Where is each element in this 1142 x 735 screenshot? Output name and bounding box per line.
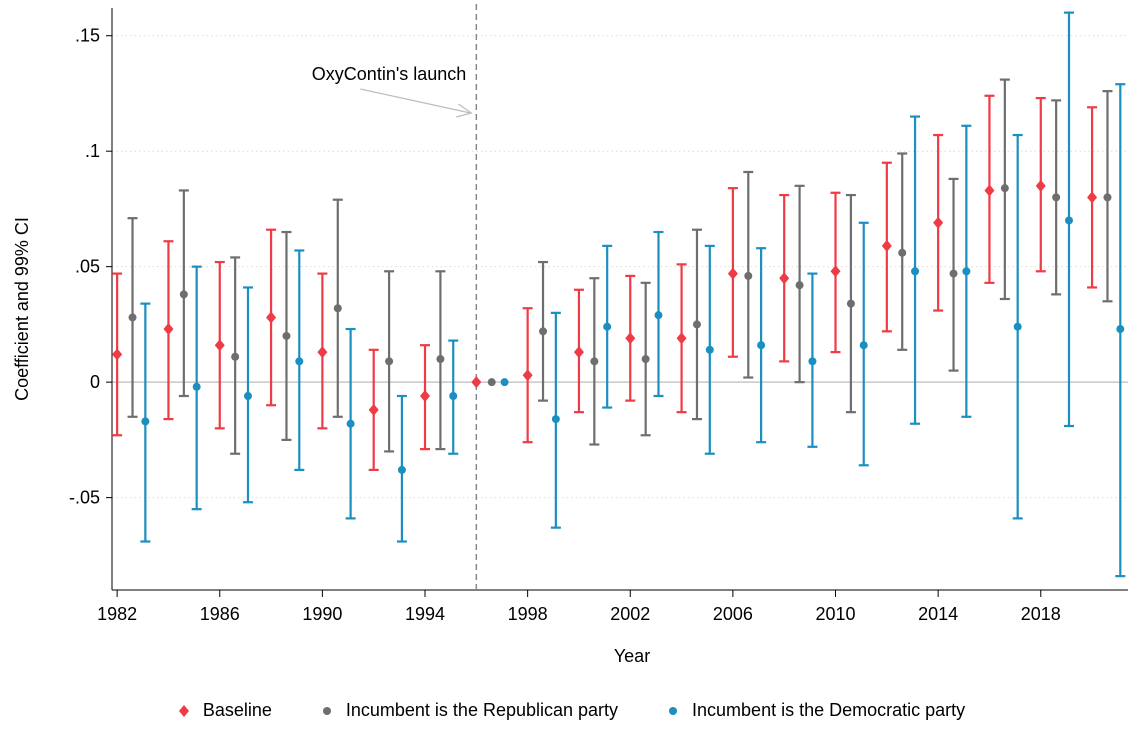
x-tick-label: 1994: [405, 604, 445, 624]
legend-marker: [669, 706, 678, 715]
point-marker: [590, 357, 599, 366]
point-marker: [1000, 184, 1009, 193]
point-marker: [266, 311, 277, 324]
y-tick-label: .15: [75, 26, 100, 46]
point-marker: [625, 332, 636, 345]
point-marker: [1035, 179, 1046, 192]
point-marker: [779, 272, 790, 285]
point-marker: [192, 382, 201, 391]
point-marker: [346, 419, 355, 428]
x-tick-label: 1998: [508, 604, 548, 624]
point-marker: [1013, 322, 1022, 331]
point-marker: [898, 248, 907, 257]
legend-item: Baseline: [177, 700, 272, 721]
point-marker: [859, 341, 868, 350]
point-marker: [692, 320, 701, 329]
legend-marker: [178, 704, 189, 717]
point-marker: [962, 267, 971, 276]
axes: -.05 0 .05 .1 .15 1982 1986 1990 1994 1998 2002 200…: [69, 8, 1128, 624]
point-marker: [1116, 325, 1125, 334]
point-marker: [317, 346, 328, 359]
point-marker: [1087, 191, 1098, 204]
annotation-arrow-head: [456, 103, 473, 118]
point-marker: [295, 357, 304, 366]
point-marker: [1064, 216, 1073, 225]
legend-dot: [669, 706, 678, 715]
point-marker: [984, 184, 995, 197]
point-marker: [487, 378, 496, 387]
point-marker: [368, 403, 379, 416]
point-marker: [420, 390, 431, 402]
x-tick-label: 2010: [815, 604, 855, 624]
point-marker: [141, 417, 150, 426]
point-marker: [500, 378, 509, 387]
reference-line: OxyContin's launch: [312, 4, 478, 590]
point-marker: [705, 345, 714, 354]
legend-label: Incumbent is the Republican party: [345, 700, 619, 720]
point-marker: [933, 216, 944, 229]
x-tick-label: 2014: [918, 604, 958, 624]
point-marker: [654, 311, 663, 320]
legend-item: Incumbent is the Republican party: [320, 700, 618, 721]
point-marker: [676, 332, 687, 345]
point-marker: [1103, 193, 1112, 202]
legend-marker: [322, 706, 331, 715]
point-marker: [231, 352, 240, 361]
point-marker: [214, 339, 225, 352]
y-tick-label: .1: [85, 141, 100, 161]
point-marker: [603, 322, 612, 331]
legend-diamond: [178, 704, 189, 717]
point-marker: [830, 265, 841, 278]
point-marker: [449, 392, 458, 400]
x-tick-label: 2002: [610, 604, 650, 624]
point-marker: [881, 239, 892, 252]
point-marker: [949, 269, 958, 278]
point-marker: [397, 465, 406, 474]
point-marker: [911, 267, 920, 276]
point-marker: [727, 267, 738, 280]
point-marker: [385, 357, 394, 366]
point-marker: [522, 369, 533, 382]
x-tick-label: 1990: [302, 604, 342, 624]
y-tick-label: 0: [90, 372, 100, 392]
point-marker: [1052, 193, 1061, 202]
y-tick-label: -.05: [69, 488, 100, 508]
marks: [112, 11, 1126, 578]
point-marker: [471, 376, 482, 389]
point-marker: [573, 346, 584, 359]
point-marker: [846, 299, 855, 308]
annotation-arrow-shaft: [360, 88, 471, 114]
point-marker: [744, 271, 753, 280]
point-marker: [333, 304, 342, 313]
legend-label: Incumbent is the Democratic party: [692, 700, 966, 720]
point-marker: [282, 331, 291, 340]
y-axis-title: Coefficient and 99% CI: [12, 217, 32, 401]
point-marker: [243, 392, 252, 400]
chart: -.05 0 .05 .1 .15 1982 1986 1990 1994 1998 2002 200…: [12, 4, 1128, 666]
x-tick-label: 2006: [713, 604, 753, 624]
point-marker: [163, 323, 174, 336]
oxycontin-launch-label: OxyContin's launch: [312, 64, 467, 84]
x-axis-title: Year: [614, 646, 650, 666]
x-tick-label: 2018: [1021, 604, 1061, 624]
y-tick-label: .05: [75, 257, 100, 277]
point-marker: [757, 341, 766, 350]
grid: [112, 35, 1128, 499]
point-marker: [551, 415, 560, 424]
x-tick-label: 1986: [200, 604, 240, 624]
point-marker: [179, 290, 188, 299]
point-marker: [112, 348, 123, 361]
point-marker: [539, 327, 548, 336]
point-marker: [128, 313, 137, 322]
legend-label: Baseline: [202, 700, 272, 720]
legend-dot: [322, 706, 331, 715]
legend: Baseline Incumbent is the Republican part…: [0, 700, 1142, 721]
point-marker: [795, 281, 804, 290]
legend-item: Incumbent is the Democratic party: [666, 700, 965, 721]
point-marker: [436, 355, 445, 364]
point-marker: [808, 357, 817, 366]
x-tick-label: 1982: [97, 604, 137, 624]
point-marker: [641, 355, 650, 364]
